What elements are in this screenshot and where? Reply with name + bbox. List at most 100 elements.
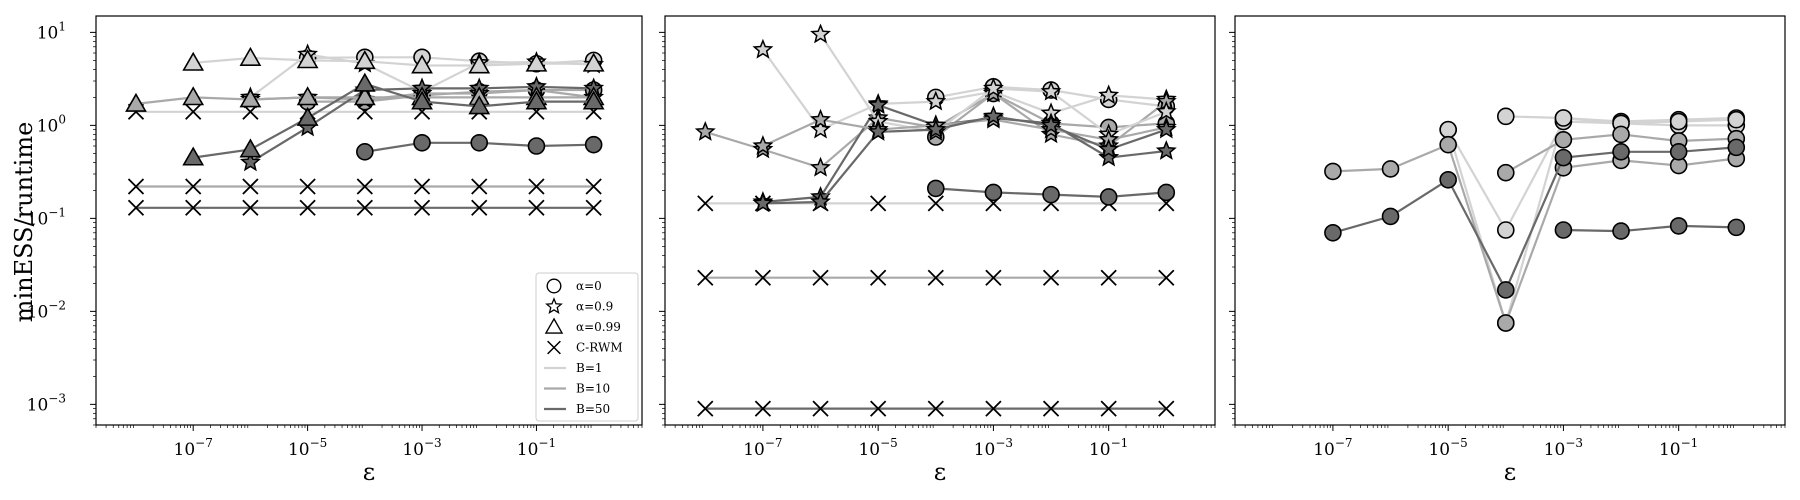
data-point-circle: [1496, 314, 1515, 332]
data-point-triangle: [353, 72, 376, 92]
data-point-triangle: [125, 92, 147, 112]
data-point-x: [754, 269, 772, 286]
data-point-x: [870, 195, 887, 212]
data-point-star: [810, 191, 831, 211]
data-point-star: [1098, 138, 1120, 159]
legend: α=0 α=0.9 α=0.99 C-RWM B=1 B=10 B=50: [535, 272, 639, 422]
data-point-x: [356, 199, 373, 216]
data-point-circle: [1324, 162, 1342, 181]
legend-label: B=50: [576, 402, 610, 416]
data-point-circle: [1381, 207, 1400, 226]
legend-label: α=0: [576, 279, 602, 293]
legend-marker-circle: [546, 278, 562, 294]
data-point-star: [752, 192, 774, 213]
data-point-circle: [1669, 112, 1688, 131]
data-point-circle: [1042, 185, 1060, 204]
data-point-circle: [984, 183, 1003, 202]
series-x-B50: [127, 199, 602, 216]
y-tick-label: 101: [37, 19, 66, 43]
series-triangle-B50: [182, 72, 605, 166]
x-tick-label: 10−3: [1544, 436, 1583, 460]
data-point-triangle: [582, 52, 605, 72]
data-point-x: [528, 178, 545, 195]
data-point-x: [1042, 269, 1060, 286]
data-point-circle: [1324, 223, 1342, 242]
data-point-star: [982, 105, 1004, 126]
data-point-x: [985, 269, 1002, 286]
data-point-circle: [1554, 221, 1573, 239]
x-tick-label: 10−7: [174, 436, 213, 460]
data-point-x: [299, 199, 316, 216]
data-point-star: [1098, 84, 1120, 105]
data-point-x: [471, 178, 488, 195]
data-point-circle: [1439, 170, 1457, 189]
data-point-x: [870, 400, 887, 417]
data-point-circle: [1496, 281, 1515, 299]
data-point-star: [925, 90, 947, 111]
data-point-circle: [1554, 148, 1573, 167]
data-point-x: [812, 400, 829, 417]
legend-box: [535, 272, 639, 422]
series-x-B10: [127, 178, 602, 195]
data-point-x: [697, 269, 714, 286]
data-point-star: [752, 135, 774, 155]
data-point-star: [867, 120, 889, 141]
series-circle-B1: [1439, 109, 1746, 332]
data-point-x: [185, 199, 202, 216]
data-point-circle: [1612, 125, 1630, 144]
legend-marker-x: [547, 340, 561, 355]
data-point-star: [925, 118, 947, 139]
data-point-triangle: [296, 86, 319, 106]
panel-3: 10−7 10−5 10−3 10−1 ε: [1229, 15, 1786, 486]
data-point-triangle: [182, 146, 205, 166]
x-tick-label: 10−5: [858, 436, 897, 460]
data-point-triangle: [239, 88, 262, 108]
data-point-triangle: [468, 95, 491, 115]
data-point-star: [1155, 118, 1177, 139]
data-point-x: [127, 178, 145, 195]
data-point-star: [1098, 146, 1120, 167]
legend-label: α=0.9: [576, 300, 613, 314]
data-point-star: [752, 38, 774, 59]
data-point-x: [812, 269, 829, 286]
data-point-triangle: [296, 106, 319, 126]
data-point-star: [810, 23, 831, 44]
data-point-circle: [1099, 188, 1118, 206]
data-point-circle: [1381, 160, 1400, 178]
data-point-circle: [1669, 217, 1688, 235]
data-point-triangle: [411, 90, 433, 110]
data-point-star: [1155, 140, 1177, 160]
data-point-triangle: [525, 52, 548, 72]
legend-label: B=10: [576, 382, 610, 396]
series-line: [193, 82, 594, 159]
data-point-triangle: [182, 86, 205, 106]
x-tick-label: 10−7: [743, 436, 782, 460]
data-point-star: [867, 94, 889, 115]
x-tick-label: 10−5: [1428, 436, 1467, 460]
data-point-circle: [584, 135, 603, 154]
data-point-circle: [1727, 110, 1746, 129]
data-point-star: [239, 151, 261, 172]
x-axis-label: ε: [934, 458, 946, 486]
data-point-x: [1158, 400, 1175, 417]
series-line: [1447, 116, 1737, 327]
data-point-triangle: [468, 54, 491, 74]
series-line: [1563, 224, 1737, 233]
legend-marker-triangle: [544, 317, 564, 334]
data-point-triangle: [582, 90, 605, 110]
legend-label: α=0.99: [576, 320, 621, 334]
data-point-x: [927, 400, 944, 417]
data-point-x: [413, 178, 431, 195]
data-point-triangle: [411, 54, 433, 74]
series-x-B50: [697, 400, 1175, 417]
series-triangle-B1: [182, 46, 605, 74]
data-point-circle: [470, 133, 489, 152]
x-tick-label: 10−1: [1089, 436, 1128, 460]
data-point-star: [810, 108, 831, 129]
data-point-circle: [1439, 120, 1457, 139]
legend-marker-star: [545, 297, 563, 315]
data-point-x: [697, 195, 714, 212]
series-line: [193, 56, 594, 67]
data-point-circle: [1439, 135, 1457, 154]
data-point-x: [413, 199, 431, 216]
